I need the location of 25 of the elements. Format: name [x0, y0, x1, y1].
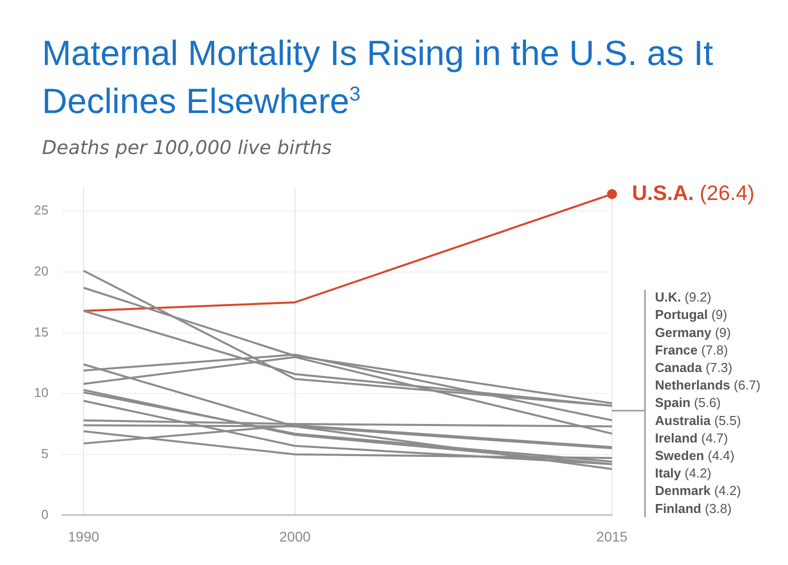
y-tick-label: 15 — [34, 324, 48, 340]
x-tick-label: 2000 — [279, 528, 311, 544]
x-tick-label: 1990 — [68, 528, 100, 544]
y-tick-label: 5 — [41, 446, 48, 461]
chart-subtitle: Deaths per 100,000 live births — [42, 137, 332, 159]
text: U.K. (9.2) — [655, 290, 712, 305]
text: Netherlands (6.7) — [655, 378, 760, 393]
y-tick-label: 10 — [34, 385, 48, 400]
y-tick-label: 0 — [41, 506, 48, 522]
y-tick-label: 25 — [34, 202, 48, 218]
chart-title: Maternal Mortality Is Rising in the U.S. as It Declines Elsewhere$^{3}$ — [42, 33, 714, 123]
text: Denmark (4.2) — [655, 483, 741, 498]
text: Ireland (4.7) — [655, 430, 728, 446]
y-tick-label: 20 — [34, 264, 48, 279]
text: Sweden (4.4) — [655, 448, 734, 463]
text: Canada (7.3) — [655, 360, 732, 375]
legend-label: Spain (5.6) — [655, 395, 721, 410]
series-label: U.S.A. (26.4) — [632, 182, 755, 205]
text: France (7.8) — [655, 342, 728, 358]
text: Finland (3.8) — [655, 500, 732, 516]
text: Italy (4.2) — [655, 466, 712, 481]
text: Germany (9) — [655, 324, 731, 340]
text: Australia (5.5) — [655, 412, 741, 428]
text: Portugal (9) — [655, 307, 728, 322]
x-tick-label: 2015 — [596, 528, 628, 544]
